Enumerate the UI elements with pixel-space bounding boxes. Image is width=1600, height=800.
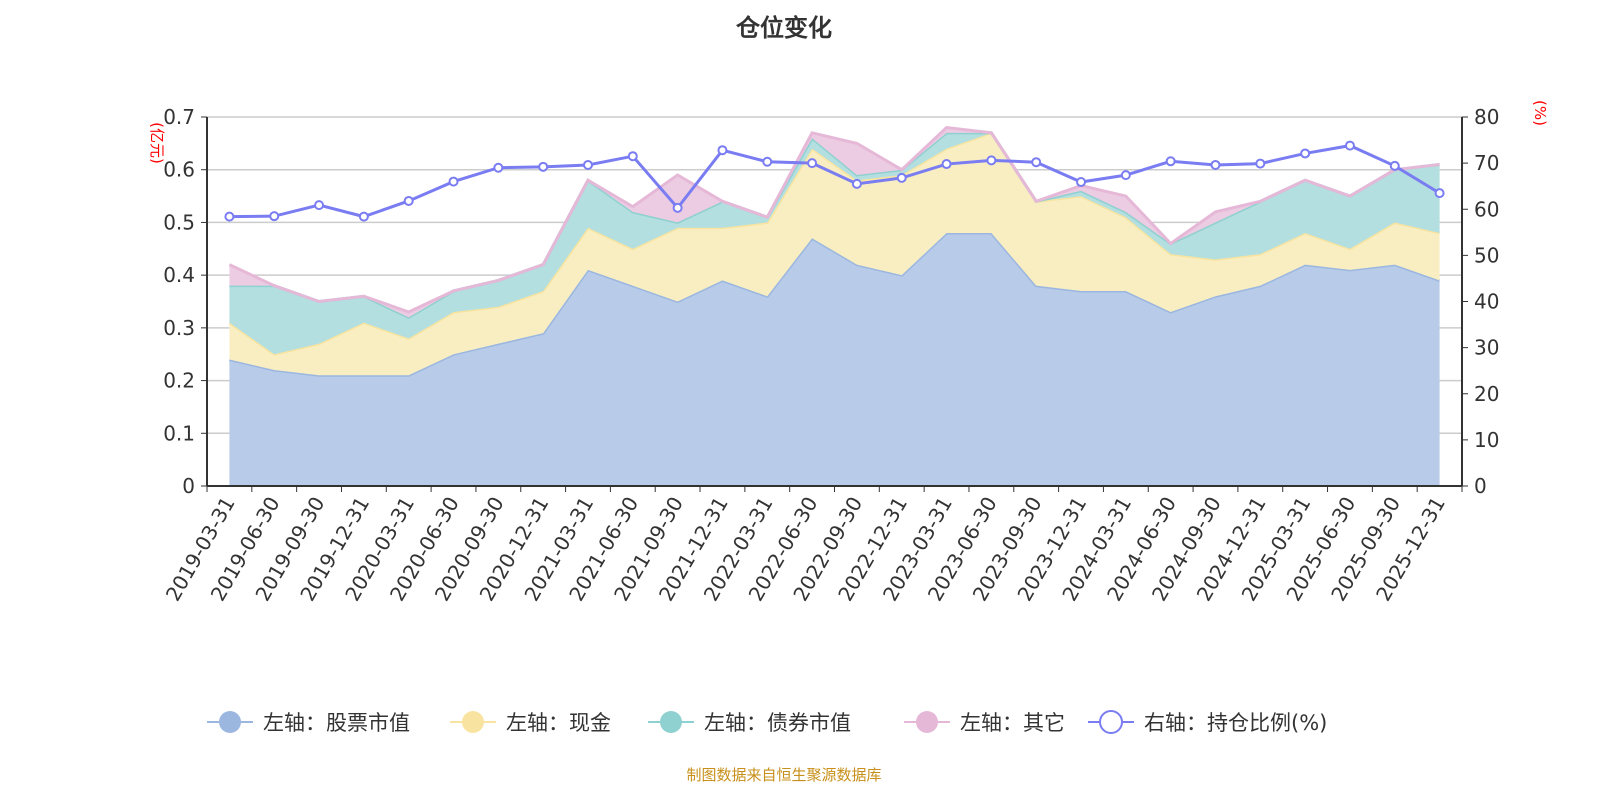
ratio-point bbox=[1300, 148, 1311, 159]
y-left-tick-label: 0.1 bbox=[163, 421, 195, 445]
y-left-tick-label: 0.7 bbox=[163, 105, 195, 129]
y-right-tick-label: 50 bbox=[1474, 243, 1499, 267]
y-left-tick-label: 0.5 bbox=[163, 210, 195, 234]
legend-marker-icon bbox=[462, 711, 484, 733]
ratio-point bbox=[582, 159, 593, 170]
y-left-tick-label: 0 bbox=[182, 474, 195, 498]
data-source-footer: 制图数据来自恒生聚源数据库 bbox=[686, 766, 882, 784]
y-right-tick-label: 70 bbox=[1474, 151, 1499, 175]
ratio-point bbox=[538, 161, 549, 172]
chart-title: 仓位变化 bbox=[736, 14, 832, 42]
legend-label: 左轴：债券市值 bbox=[704, 711, 851, 735]
y-left-tick-label: 0.3 bbox=[163, 316, 195, 340]
ratio-line bbox=[229, 144, 1441, 219]
ratio-point bbox=[1210, 159, 1221, 170]
ratio-point bbox=[1076, 177, 1087, 188]
y-right-tick-label: 40 bbox=[1474, 290, 1499, 314]
ratio-point bbox=[807, 158, 818, 169]
ratio-point bbox=[672, 202, 683, 213]
ratio-point bbox=[314, 200, 325, 211]
y-left-tick-label: 0.4 bbox=[163, 263, 195, 287]
ratio-point bbox=[493, 162, 504, 173]
ratio-point bbox=[403, 195, 414, 206]
y-right-tick-label: 80 bbox=[1474, 105, 1499, 129]
legend-marker-icon bbox=[1099, 710, 1123, 734]
y-right-tick-label: 60 bbox=[1474, 197, 1499, 221]
ratio-point bbox=[1120, 170, 1131, 181]
ratio-point bbox=[717, 145, 728, 156]
ratio-point bbox=[896, 172, 907, 183]
y-right-axis-label: (%) bbox=[1531, 100, 1549, 126]
area-左轴：债券市值 bbox=[229, 132, 1440, 355]
legend-label: 左轴：其它 bbox=[960, 711, 1065, 735]
y-right-tick-label: 20 bbox=[1474, 382, 1499, 406]
ratio-point bbox=[762, 156, 773, 167]
y-left-axis-label: (亿元) bbox=[148, 122, 166, 164]
legend-label: 左轴：股票市值 bbox=[263, 711, 410, 735]
area-line-左轴：其它 bbox=[228, 125, 1440, 314]
legend-marker-icon bbox=[660, 711, 682, 733]
chart-svg: 0 0.1 0.2 0.3 0.4 0.5 0.6 0.7 0 10 20 30 40 50 60 70 80 (… bbox=[148, 100, 1549, 735]
y-right-tick-label: 0 bbox=[1474, 474, 1487, 498]
ratio-point bbox=[1344, 140, 1355, 151]
ratio-point bbox=[358, 211, 369, 222]
ratio-point bbox=[1165, 156, 1176, 167]
ratio-point bbox=[1389, 160, 1400, 171]
ratio-point bbox=[224, 211, 235, 222]
ratio-point bbox=[941, 159, 952, 170]
ratio-point bbox=[269, 211, 280, 222]
ratio-point bbox=[448, 176, 459, 187]
ratio-point bbox=[986, 155, 997, 166]
legend-label: 右轴：持仓比例(%) bbox=[1144, 711, 1327, 735]
area-左轴：现金 bbox=[229, 132, 1440, 376]
ratio-point bbox=[1434, 188, 1445, 199]
y-left-tick-label: 0.2 bbox=[163, 369, 195, 393]
ratio-point bbox=[1255, 158, 1266, 169]
y-right-tick-label: 10 bbox=[1474, 428, 1499, 452]
ratio-point bbox=[1031, 157, 1042, 168]
y-right-tick-label: 30 bbox=[1474, 336, 1499, 360]
legend-marker-icon bbox=[219, 711, 241, 733]
ratio-point bbox=[851, 178, 862, 189]
legend-label: 左轴：现金 bbox=[506, 711, 611, 735]
y-left-tick-label: 0.6 bbox=[163, 158, 195, 182]
ratio-point bbox=[627, 151, 638, 162]
legend-marker-icon bbox=[916, 711, 938, 733]
